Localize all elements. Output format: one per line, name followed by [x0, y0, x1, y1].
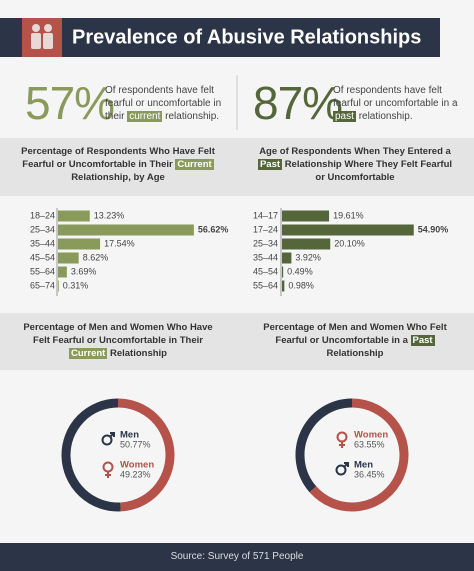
gender-icon: [101, 432, 115, 446]
bar: [282, 224, 414, 236]
legend-label: Women: [354, 430, 388, 441]
category-label: 25–34: [253, 238, 278, 248]
value-label: 17.54%: [104, 238, 135, 248]
header-title: Prevalence of Abusive Relationships: [72, 26, 421, 48]
highlight: Current: [175, 158, 214, 170]
bar: [58, 224, 194, 236]
category-label: 17–24: [253, 224, 278, 234]
icon-part: [109, 432, 115, 438]
gender-icon: [102, 461, 114, 478]
legend-label: Women: [120, 460, 154, 471]
highlight: past: [333, 111, 356, 122]
stat-number: 87%: [253, 77, 343, 129]
chart-title: Percentage of Men and Women Who Have Fel…: [18, 322, 218, 360]
donut-slice: [295, 398, 353, 493]
value-label: 3.92%: [295, 252, 321, 262]
donut-slice: [309, 398, 409, 512]
gender-icon: [336, 431, 348, 448]
chart-title-part: Relationship, by Age: [71, 171, 165, 183]
category-label: 35–44: [30, 238, 55, 248]
legend-value: 63.55%: [354, 439, 385, 449]
category-label: 55–64: [30, 266, 55, 276]
title-band: [0, 138, 474, 196]
stat-text: Of respondents have felt fearful or unco…: [105, 84, 233, 123]
chart-title-part: Percentage of Respondents Who Have Felt …: [21, 146, 215, 170]
chart-title-part: Relationship Where They Felt Fearful or …: [284, 158, 453, 183]
legend-label: Men: [354, 460, 373, 471]
header-band: [0, 18, 440, 57]
value-label: 20.10%: [334, 238, 365, 248]
chart-title-part: Age of Respondents When They Entered a: [259, 146, 451, 157]
gender-icon: [335, 462, 349, 476]
value-label: 19.61%: [333, 210, 364, 220]
icon-part: [101, 434, 113, 446]
highlight: current: [127, 111, 163, 122]
chart-title: Percentage of Men and Women Who Felt Fea…: [255, 322, 455, 360]
legend-value: 36.45%: [354, 469, 385, 479]
icon-part: [336, 431, 348, 443]
bar: [58, 238, 101, 250]
stat-number: 57%: [25, 77, 115, 129]
bar: [282, 280, 285, 292]
value-label: 3.69%: [71, 266, 97, 276]
value-label: 0.98%: [288, 280, 314, 290]
chart-title: Age of Respondents When They Entered a P…: [255, 146, 455, 184]
icon-part: [105, 471, 111, 478]
value-label: 56.62%: [198, 224, 229, 234]
category-label: 18–24: [30, 210, 55, 220]
value-label: 54.90%: [418, 224, 449, 234]
bar: [58, 266, 67, 278]
stat-text-part: Of respondents have felt fearful or unco…: [105, 85, 222, 122]
donut-slice: [117, 398, 175, 512]
category-label: 25–34: [30, 224, 55, 234]
icon-part: [335, 464, 347, 476]
header-icon-bg: [22, 18, 62, 57]
title-band: [0, 313, 474, 370]
category-label: 65–74: [30, 280, 55, 290]
category-label: 14–17: [253, 210, 278, 220]
chart-title: Percentage of Respondents Who Have Felt …: [18, 146, 218, 184]
highlight: Past: [410, 334, 435, 346]
chart-title-part: Relationship: [109, 347, 167, 359]
bar: [58, 252, 79, 264]
category-label: 45–54: [253, 266, 278, 276]
stat-text-part: Of respondents have felt fearful or unco…: [333, 85, 458, 109]
bar: [58, 210, 90, 222]
chart-title-part: Percentage of Men and Women Who Have Fel…: [23, 322, 213, 346]
legend-value: 50.77%: [120, 439, 151, 449]
legend-label: Men: [120, 430, 139, 441]
category-label: 55–64: [253, 280, 278, 290]
highlight: Current: [69, 347, 108, 359]
chart-title-part: Relationship: [326, 347, 384, 359]
highlight: Past: [257, 158, 283, 170]
category-label: 35–44: [253, 252, 278, 262]
icon-part: [102, 461, 114, 473]
stat-text: Of respondents have felt fearful or unco…: [333, 84, 461, 123]
legend-value: 49.23%: [120, 469, 151, 479]
chart-title-part: Percentage of Men and Women Who Felt Fea…: [263, 322, 447, 346]
stat-text-part: relationship.: [165, 111, 220, 122]
donut-slice: [61, 398, 121, 512]
icon-part: [343, 462, 349, 468]
icon-part: [339, 441, 345, 448]
value-label: 0.49%: [287, 266, 313, 276]
header-icon: [31, 24, 53, 49]
bar: [58, 280, 59, 292]
bar: [282, 266, 284, 278]
value-label: 8.62%: [83, 252, 109, 262]
value-label: 0.31%: [63, 280, 89, 290]
bar: [282, 210, 330, 222]
bar: [282, 252, 292, 264]
stat-text-part: relationship.: [358, 111, 413, 122]
bar: [282, 238, 331, 250]
category-label: 45–54: [30, 252, 55, 262]
source: Source: Survey of 571 People: [0, 543, 474, 571]
value-label: 13.23%: [94, 210, 125, 220]
